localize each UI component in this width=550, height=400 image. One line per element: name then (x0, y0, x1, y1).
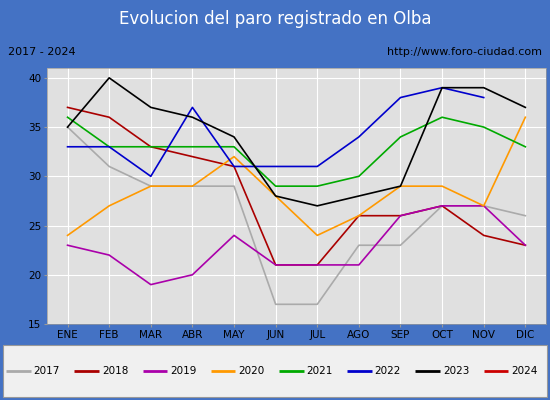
Text: 2023: 2023 (443, 366, 469, 376)
Text: 2017: 2017 (34, 366, 60, 376)
Text: 2021: 2021 (306, 366, 333, 376)
Text: 2022: 2022 (375, 366, 401, 376)
FancyBboxPatch shape (3, 346, 547, 397)
Text: 2018: 2018 (102, 366, 128, 376)
Text: 2017 - 2024: 2017 - 2024 (8, 47, 75, 57)
Text: Evolucion del paro registrado en Olba: Evolucion del paro registrado en Olba (119, 10, 431, 28)
Text: 2019: 2019 (170, 366, 196, 376)
Text: http://www.foro-ciudad.com: http://www.foro-ciudad.com (387, 47, 542, 57)
Text: 2020: 2020 (238, 366, 265, 376)
Text: 2024: 2024 (511, 366, 537, 376)
